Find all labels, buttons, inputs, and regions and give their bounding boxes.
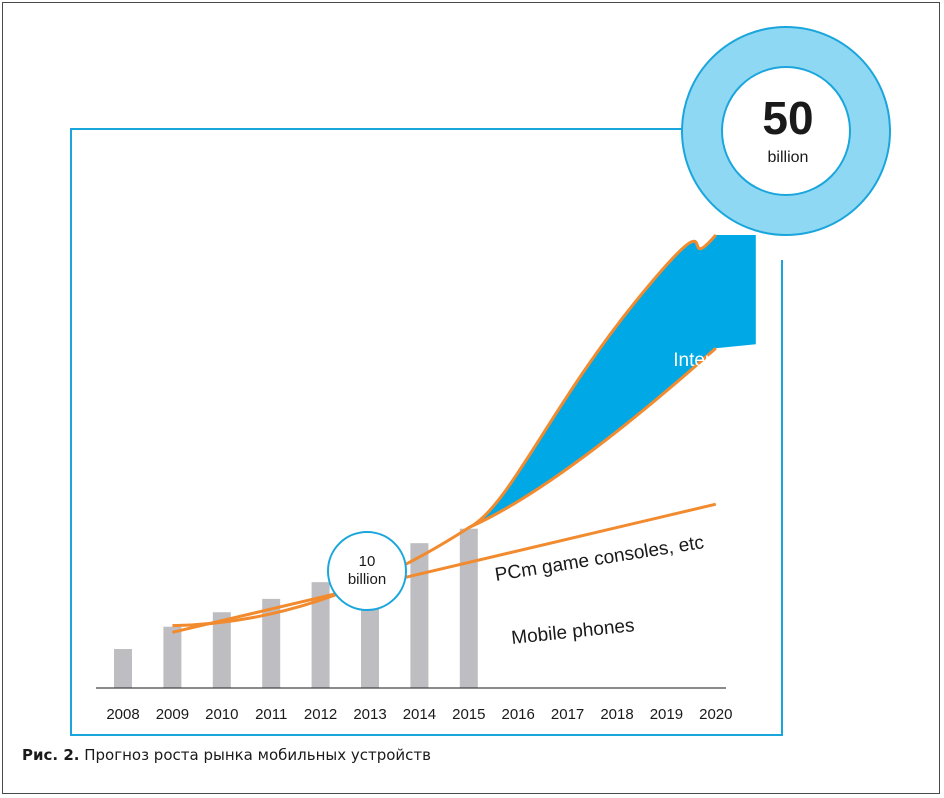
x-tick-2018: 2018	[600, 706, 633, 723]
x-tick-2008: 2008	[106, 706, 139, 723]
x-tick-2019: 2019	[650, 706, 683, 723]
fifty-billion-bubble: 50 billion	[681, 26, 891, 236]
figure-caption-text: Прогноз роста рынка мобильных устройств	[79, 746, 431, 764]
bar-2010	[212, 612, 231, 688]
x-tick-2010: 2010	[205, 706, 238, 723]
bar-2009	[163, 626, 182, 688]
bar-2008	[114, 649, 132, 688]
bar-2011	[262, 598, 281, 688]
x-tick-2011: 2011	[255, 706, 287, 723]
pc-consoles-curve	[172, 347, 717, 628]
ten-billion-bubble: 10 billion	[327, 531, 407, 611]
x-tick-2017: 2017	[551, 706, 584, 723]
mobile-phones-curve	[172, 502, 717, 634]
ten-billion-unit: billion	[348, 571, 386, 588]
iot-curve	[468, 234, 717, 529]
bar-2012	[311, 582, 330, 688]
fifty-billion-value: 50	[762, 92, 813, 144]
iot-label-line2: Things	[687, 375, 744, 396]
x-tick-2016: 2016	[502, 706, 535, 723]
x-tick-2015: 2015	[452, 706, 485, 723]
iot-label-line1: Internet of	[673, 350, 759, 371]
mobile-phones-label: Mobile phones	[510, 615, 635, 649]
pc-consoles-label: PCm game consoles, etc	[493, 532, 705, 586]
bars-group	[114, 528, 478, 688]
x-tick-2013: 2013	[353, 706, 386, 723]
x-tick-2014: 2014	[403, 706, 436, 723]
plot-frame	[70, 128, 783, 736]
figure-caption: Рис. 2. Прогноз роста рынка мобильных ус…	[22, 746, 431, 764]
ten-billion-value: 10	[359, 553, 376, 570]
iot-area	[468, 235, 756, 528]
x-tick-2020: 2020	[699, 706, 732, 723]
x-tick-2009: 2009	[156, 706, 189, 723]
fifty-billion-unit: billion	[768, 149, 809, 166]
bar-2014	[410, 543, 429, 688]
bar-2015	[459, 528, 478, 688]
figure-caption-label: Рис. 2.	[22, 746, 80, 764]
x-tick-labels: 2008 2009 2010 2011 2012 2013 2014 2015 2016 2017…	[106, 706, 732, 723]
x-tick-2012: 2012	[304, 706, 337, 723]
